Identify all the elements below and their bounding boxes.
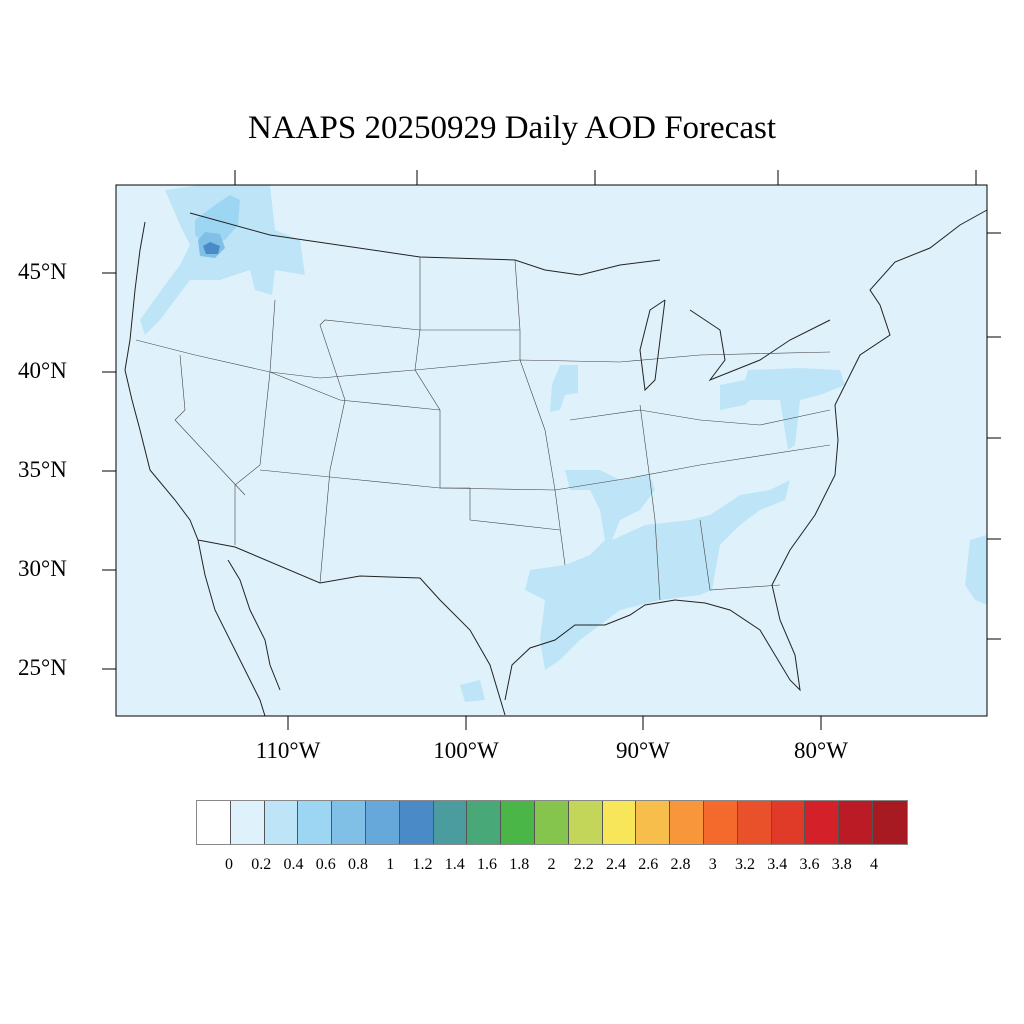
colorbar-label: 4 xyxy=(870,856,878,873)
aod-patch-northeast xyxy=(720,368,845,450)
colorbar-label: 3.4 xyxy=(767,856,788,873)
lake-michigan xyxy=(639,299,666,392)
colorbar-box xyxy=(872,801,907,844)
colorbar-label: 0.8 xyxy=(348,856,368,873)
lat-label-45n: 45°N xyxy=(18,259,67,284)
colorbar-box xyxy=(230,801,265,844)
colorbar-box xyxy=(399,801,434,844)
map-title: NAAPS 20250929 Daily AOD Forecast xyxy=(248,110,776,146)
lat-label-40n: 40°N xyxy=(18,358,67,383)
aod-patch-south-texas xyxy=(460,680,485,702)
colorbar-box xyxy=(332,801,366,844)
colorbar-label: 1.4 xyxy=(444,856,465,873)
colorbar-box xyxy=(264,801,299,844)
colorbar-box xyxy=(365,801,400,844)
state-borders xyxy=(135,257,831,601)
lat-label-35n: 35°N xyxy=(18,457,67,482)
colorbar-label: 3.2 xyxy=(735,856,755,873)
colorbar-label: 1.6 xyxy=(477,856,497,873)
coastlines xyxy=(124,209,988,717)
colorbar-label: 3.8 xyxy=(831,856,852,873)
colorbar-box xyxy=(805,801,840,844)
colorbar-box xyxy=(433,801,468,844)
colorbar-box xyxy=(636,801,671,844)
aod-patch-atlantic xyxy=(965,535,987,605)
colorbar-label: 0.4 xyxy=(283,856,304,873)
colorbar-label: 2.2 xyxy=(573,856,594,873)
colorbar-box xyxy=(467,801,502,844)
colorbar-box xyxy=(737,801,772,844)
axis-ticks xyxy=(102,170,1001,730)
colorbar-box xyxy=(839,801,873,844)
colorbar-label: 3 xyxy=(708,856,717,873)
colorbar-box xyxy=(501,801,535,844)
aod-patch-southeast xyxy=(525,470,790,670)
colorbar-label: 2.6 xyxy=(638,856,659,873)
colorbar-label: 2 xyxy=(547,856,556,873)
colorbar-box xyxy=(534,801,569,844)
colorbar-label: 1 xyxy=(386,856,395,873)
colorbar-label: 1.2 xyxy=(412,856,433,873)
colorbar xyxy=(196,800,908,845)
lat-label-25n: 25°N xyxy=(18,655,67,680)
aod-patch-northwest xyxy=(140,185,305,335)
colorbar-box xyxy=(670,801,704,844)
colorbar-box xyxy=(197,801,231,844)
colorbar-box xyxy=(703,801,738,844)
colorbar-box xyxy=(602,801,637,844)
colorbar-box xyxy=(771,801,806,844)
colorbar-label: 0.2 xyxy=(251,856,272,873)
colorbar-label: 2.4 xyxy=(606,856,626,873)
colorbar-box xyxy=(568,801,603,844)
colorbar-label: 2.8 xyxy=(670,856,691,873)
lon-label-80w: 80°W xyxy=(794,738,848,763)
lon-label-110w: 110°W xyxy=(255,738,321,763)
colorbar-label: 0 xyxy=(225,856,233,873)
map-frame xyxy=(115,184,988,717)
lat-label-30n: 30°N xyxy=(18,556,67,581)
colorbar-label: 1.8 xyxy=(509,856,530,873)
lon-label-90w: 90°W xyxy=(616,738,670,763)
colorbar-label: 3.6 xyxy=(799,856,820,873)
aod-patch-wa-core xyxy=(203,242,220,254)
colorbar-box xyxy=(298,801,333,844)
aod-patch-iowa xyxy=(550,365,578,412)
aod-patches xyxy=(140,185,987,702)
lon-label-100w: 100°W xyxy=(433,738,499,763)
colorbar-label: 0.6 xyxy=(315,856,336,873)
